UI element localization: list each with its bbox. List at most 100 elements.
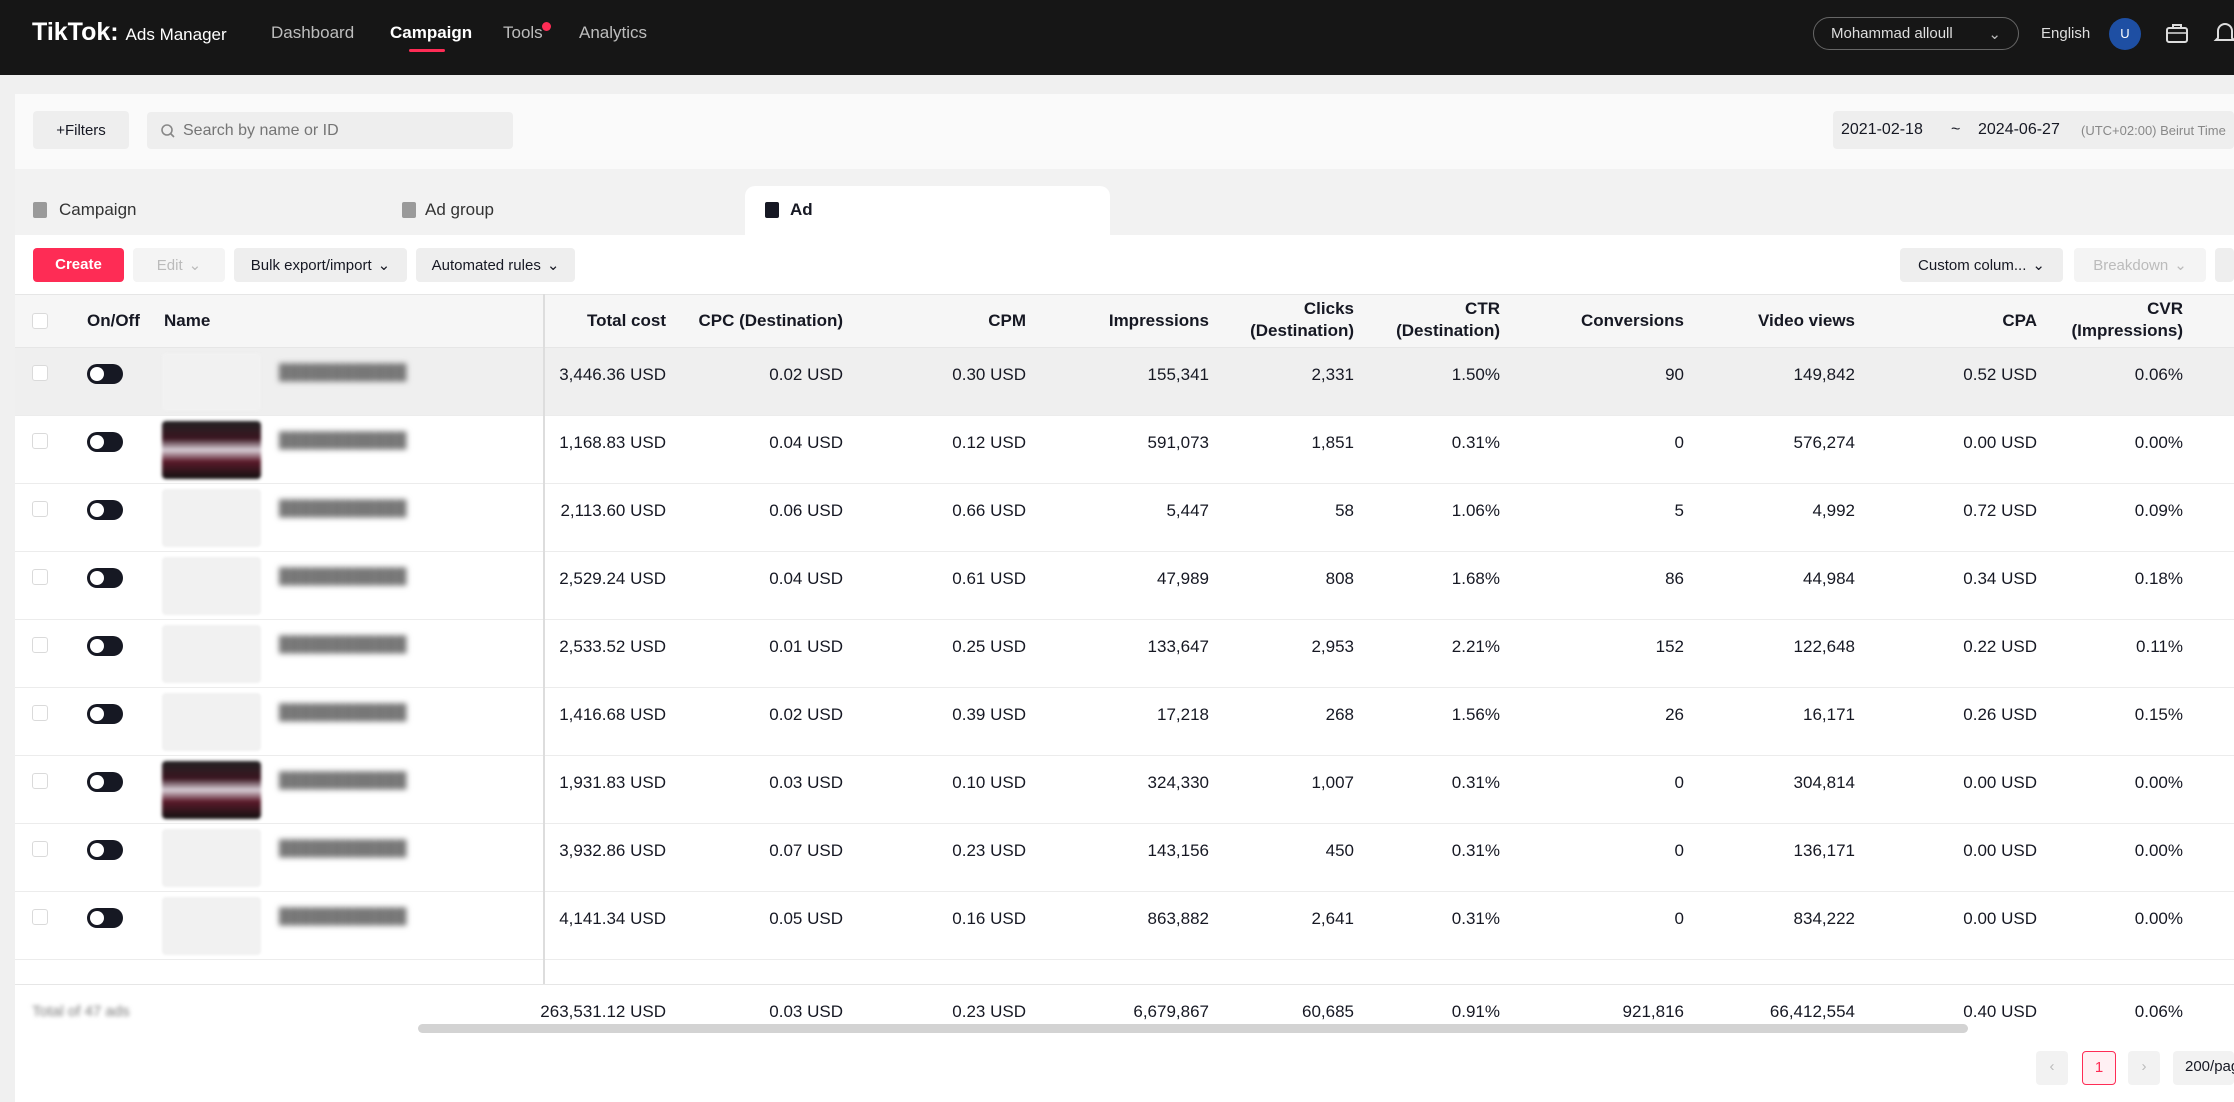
cell-cpc: 0.02 USD [769,365,843,384]
table-row[interactable]: ████████████ 1,931.83 USD 0.03 USD 0.10 … [15,756,2234,824]
nav-campaign[interactable]: Campaign [390,23,473,42]
table-row[interactable]: ████████████ 4,141.34 USD 0.05 USD 0.16 … [15,892,2234,960]
ad-thumbnail[interactable] [162,489,261,547]
column-cvr[interactable]: CVR (Impressions) [2071,299,2183,340]
column-cpa[interactable]: CPA [2002,311,2037,330]
ad-name-blurred[interactable]: ████████████ [279,704,407,721]
tab-ad-group[interactable]: Ad group [385,186,745,235]
ad-name-blurred[interactable]: ████████████ [279,908,407,925]
page-size-selector[interactable]: 200/page [2173,1051,2234,1085]
cell-cpm: 0.61 USD [952,569,1026,588]
ad-name-blurred[interactable]: ████████████ [279,636,407,653]
column-ctr[interactable]: CTR (Destination) [1396,299,1500,340]
ad-name-blurred[interactable]: ████████████ [279,364,407,381]
search-input[interactable] [147,112,513,149]
prev-page-button[interactable]: ‹ [2036,1051,2068,1085]
row-checkbox[interactable] [32,365,48,381]
total-video-views: 66,412,554 [1769,1002,1855,1021]
table-row[interactable]: ████████████ 3,932.86 USD 0.07 USD 0.23 … [15,824,2234,892]
row-status-toggle[interactable] [87,568,123,588]
column-clicks[interactable]: Clicks (Destination) [1250,299,1354,340]
row-checkbox[interactable] [32,637,48,653]
cell-cpc: 0.04 USD [769,569,843,588]
row-status-toggle[interactable] [87,432,123,452]
row-checkbox[interactable] [32,705,48,721]
column-total-cost[interactable]: Total cost [586,311,666,330]
table-row[interactable]: ████████████ 2,113.60 USD 0.06 USD 0.66 … [15,484,2234,552]
row-status-toggle[interactable] [87,500,123,520]
ad-thumbnail[interactable] [162,829,261,887]
select-all-checkbox[interactable] [32,313,48,329]
ad-thumbnail[interactable] [162,421,261,479]
date-range-picker[interactable]: 2021-02-18 ~ 2024-06-27 (UTC+02:00) Beir… [1833,111,2234,149]
next-page-button[interactable]: › [2128,1051,2160,1085]
bell-icon[interactable] [2212,20,2234,46]
ad-thumbnail[interactable] [162,693,261,751]
row-checkbox[interactable] [32,569,48,585]
column-conversions[interactable]: Conversions [1581,311,1684,330]
row-checkbox[interactable] [32,501,48,517]
ad-name-blurred[interactable]: ████████████ [279,432,407,449]
horizontal-scrollbar[interactable] [418,1024,1968,1033]
ad-thumbnail[interactable] [162,353,261,411]
tiktok-ads-logo[interactable]: TikTok: Ads Manager [32,18,227,46]
nav-analytics[interactable]: Analytics [579,23,648,42]
create-button[interactable]: Create [33,248,124,282]
ad-thumbnail[interactable] [162,625,261,683]
ad-thumbnail[interactable] [162,761,261,819]
cell-cpc: 0.04 USD [769,433,843,452]
ad-name-blurred[interactable]: ████████████ [279,500,407,517]
cell-total-cost: 2,529.24 USD [559,569,666,588]
column-video-views[interactable]: Video views [1757,311,1855,330]
column-onoff[interactable]: On/Off [87,311,140,330]
column-cpm[interactable]: CPM [988,311,1026,330]
ad-thumbnail[interactable] [162,557,261,615]
row-status-toggle[interactable] [87,908,123,928]
cell-clicks: 1,007 [1311,773,1354,792]
row-checkbox[interactable] [32,773,48,789]
row-status-toggle[interactable] [87,364,123,384]
nav-tools[interactable]: Tools [503,23,543,42]
bulk-export-import-button[interactable]: Bulk export/import ⌄ [234,248,407,282]
row-status-toggle[interactable] [87,840,123,860]
row-checkbox[interactable] [32,841,48,857]
column-cpc[interactable]: CPC (Destination) [698,311,844,330]
cell-cvr: 0.00% [2134,433,2183,452]
cell-video-views: 4,992 [1812,501,1855,520]
row-checkbox[interactable] [32,909,48,925]
ad-thumbnail[interactable] [162,897,261,955]
table-row[interactable]: ████████████ 3,446.36 USD 0.02 USD 0.30 … [15,348,2234,416]
language-selector[interactable]: English [2041,25,2091,42]
ad-name-blurred[interactable]: ████████████ [279,772,407,789]
ad-name-blurred[interactable]: ████████████ [279,840,407,857]
breakdown-button[interactable]: Breakdown ⌄ [2074,248,2206,282]
ad-name-blurred[interactable]: ████████████ [279,568,407,585]
row-status-toggle[interactable] [87,636,123,656]
tab-ad[interactable]: Ad [745,186,1110,235]
automated-rules-button[interactable]: Automated rules ⌄ [416,248,575,282]
row-checkbox[interactable] [32,433,48,449]
filters-button[interactable]: +Filters [33,111,129,149]
table-row[interactable]: ████████████ 2,533.52 USD 0.01 USD 0.25 … [15,620,2234,688]
column-name[interactable]: Name [164,311,211,330]
briefcase-icon[interactable] [2164,20,2190,46]
table-row[interactable]: ████████████ 1,168.83 USD 0.04 USD 0.12 … [15,416,2234,484]
cell-ctr: 0.31% [1451,841,1500,860]
nav-dashboard[interactable]: Dashboard [271,23,355,42]
column-impressions[interactable]: Impressions [1108,311,1209,330]
edit-button[interactable]: Edit ⌄ [133,248,225,282]
row-status-toggle[interactable] [87,704,123,724]
tab-campaign[interactable]: Campaign [15,186,395,235]
cell-cvr: 0.09% [2134,501,2183,520]
cell-total-cost: 1,168.83 USD [559,433,666,452]
account-selector[interactable]: Mohammad alloull ⌄ [1813,17,2019,50]
avatar[interactable]: U [2109,18,2141,50]
table-row[interactable]: ████████████ 1,416.68 USD 0.02 USD 0.39 … [15,688,2234,756]
current-page[interactable]: 1 [2082,1051,2116,1085]
custom-columns-button[interactable]: Custom colum... ⌄ [1900,248,2063,282]
row-status-toggle[interactable] [87,772,123,792]
refresh-icon[interactable] [2215,248,2234,282]
cell-conversions: 5 [1674,501,1684,520]
total-ctr: 0.91% [1451,1002,1500,1021]
table-row[interactable]: ████████████ 2,529.24 USD 0.04 USD 0.61 … [15,552,2234,620]
